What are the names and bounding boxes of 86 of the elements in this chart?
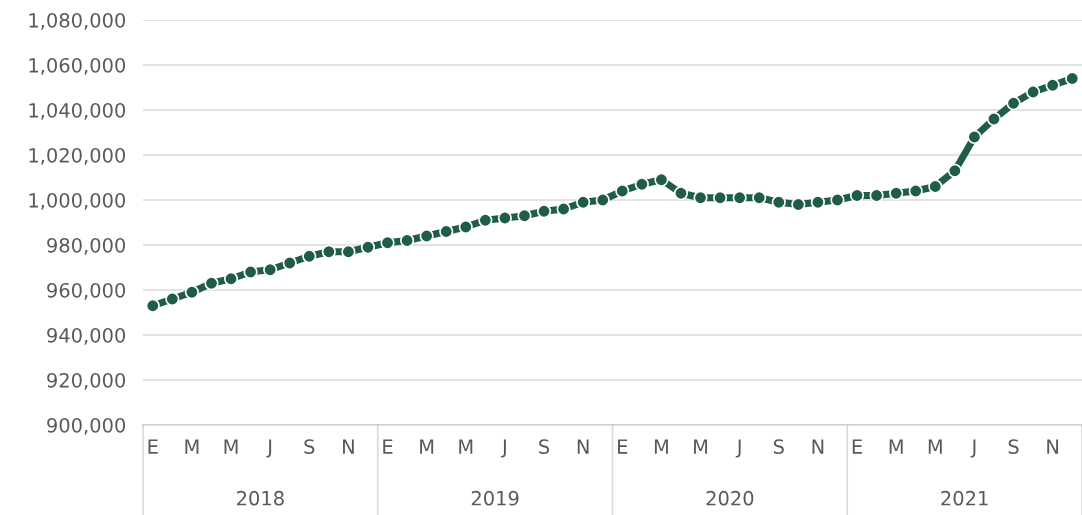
point (341, 244, 356, 259)
x-tick-label: J (735, 439, 741, 458)
point (928, 179, 943, 194)
x-tick-label: N (577, 439, 589, 454)
point (791, 197, 806, 212)
point (556, 201, 571, 217)
y-tick-label: 1,060,000 (29, 57, 126, 75)
x-tick-label: N (812, 439, 824, 454)
point (693, 190, 708, 205)
point (908, 183, 923, 199)
point (1065, 71, 1080, 86)
x-tick-label: M (654, 439, 668, 454)
point (947, 163, 962, 178)
y-tick-label: 960,000 (47, 282, 126, 300)
x-tick-label: J (970, 439, 976, 458)
point (536, 204, 552, 219)
point (458, 219, 473, 235)
x-tick-label: S (304, 439, 315, 454)
point (400, 233, 415, 248)
text: 2020 (706, 490, 754, 506)
point (752, 190, 767, 205)
x-tick-label: N (343, 439, 354, 454)
point (497, 210, 512, 226)
x-tick-label: N (1047, 439, 1059, 454)
y-tick-label: 1,040,000 (29, 102, 126, 120)
x-tick-label: M (185, 439, 199, 454)
point (654, 172, 669, 187)
point (595, 192, 610, 208)
point (419, 228, 434, 244)
point (204, 276, 219, 291)
point (243, 264, 258, 280)
x-tick-label: J (501, 439, 506, 458)
point (967, 129, 982, 145)
point (439, 224, 454, 239)
y-tick-label: 1,080,000 (29, 12, 126, 30)
point (223, 271, 239, 286)
text: 2019 (471, 490, 519, 506)
y-tick-label: 1,020,000 (29, 147, 126, 165)
point (673, 186, 689, 201)
point (1026, 84, 1041, 100)
point (165, 291, 180, 307)
x-tick-label: M (889, 439, 903, 454)
point (1006, 96, 1021, 111)
point (869, 188, 884, 203)
x-tick-label: M (420, 439, 434, 454)
x-tick-label: M (694, 439, 708, 454)
x-tick-label: S (773, 439, 784, 454)
point (478, 213, 493, 228)
x-tick-label: E (852, 439, 862, 454)
point (576, 195, 591, 210)
y-tick-label: 980,000 (47, 237, 126, 255)
point (145, 298, 160, 313)
text: 2021 (941, 490, 988, 506)
point (380, 235, 395, 250)
x-tick-label: S (1008, 439, 1019, 454)
point (713, 190, 728, 205)
point (1045, 78, 1060, 93)
x-tick-label: E (148, 439, 158, 454)
point (810, 195, 825, 210)
point (732, 190, 747, 205)
point (615, 183, 630, 199)
point (282, 255, 297, 271)
point (830, 192, 845, 208)
point (360, 240, 376, 255)
x-tick-label: E (618, 439, 628, 454)
y-tick-label: 1,000,000 (29, 192, 126, 210)
x-tick-label: M (224, 439, 238, 454)
point (889, 186, 904, 201)
point (634, 177, 649, 192)
x-tick-label: M (459, 439, 473, 454)
point (771, 195, 786, 210)
x-tick-label: M (928, 439, 942, 454)
text: 2018 (237, 490, 284, 506)
x-tick-label: S (539, 439, 550, 454)
point (263, 262, 278, 277)
point (321, 244, 336, 259)
point (184, 285, 199, 300)
y-tick-label: 920,000 (47, 372, 126, 390)
point (517, 208, 532, 223)
point (986, 111, 1002, 127)
point (302, 249, 317, 264)
point (849, 188, 865, 203)
x-tick-label: E (383, 439, 393, 454)
y-tick-label: 900,000 (47, 417, 126, 435)
y-tick-label: 940,000 (47, 327, 126, 345)
x-tick-label: J (266, 439, 272, 458)
